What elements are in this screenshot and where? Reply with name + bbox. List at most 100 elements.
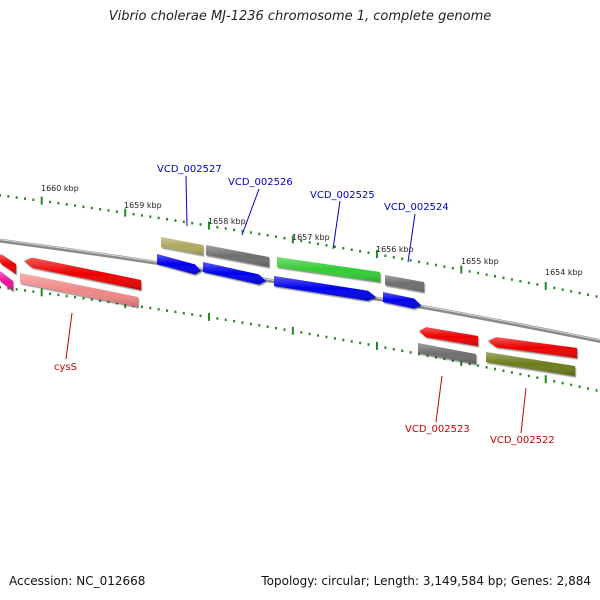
gene-label-cyss[interactable]: cysS xyxy=(54,362,77,373)
minor-tick xyxy=(0,194,1,197)
major-tick xyxy=(124,208,127,217)
minor-tick xyxy=(74,295,77,299)
minor-tick xyxy=(174,310,177,314)
minor-tick xyxy=(519,372,522,376)
feature-shine xyxy=(486,352,575,376)
tick-label-1660: 1660 kbp xyxy=(41,184,79,193)
feature-shine xyxy=(385,275,424,292)
accession-text: Accession: NC_012668 xyxy=(9,574,146,588)
minor-tick xyxy=(132,212,135,216)
feature-f9[interactable] xyxy=(277,257,380,282)
minor-tick xyxy=(536,376,539,379)
minor-tick xyxy=(57,201,60,205)
feature-f10[interactable] xyxy=(274,276,376,301)
minor-tick xyxy=(359,341,362,345)
minor-tick xyxy=(216,225,219,229)
gene-label-vcd-002523[interactable]: VCD_002523 xyxy=(405,424,470,435)
feature-shine xyxy=(203,262,266,285)
minor-tick xyxy=(350,248,353,251)
major-tick xyxy=(544,375,547,384)
feature-f8[interactable] xyxy=(203,262,266,285)
minor-tick xyxy=(157,308,160,311)
minor-tick xyxy=(384,346,387,349)
feature-f15[interactable] xyxy=(488,337,577,358)
feature-f16[interactable] xyxy=(486,352,575,376)
minor-tick xyxy=(485,366,488,369)
leader-cyss xyxy=(65,312,73,360)
gene-label-vcd-002522[interactable]: VCD_002522 xyxy=(490,435,555,446)
minor-tick xyxy=(241,321,244,324)
minor-tick xyxy=(49,200,52,204)
minor-tick xyxy=(283,328,286,331)
feature-shine xyxy=(206,245,269,267)
minor-tick xyxy=(308,241,311,244)
minor-tick xyxy=(149,306,152,310)
feature-f7[interactable] xyxy=(206,245,269,267)
minor-tick xyxy=(342,247,345,250)
gene-label-vcd-002524[interactable]: VCD_002524 xyxy=(384,202,449,213)
feature-f5[interactable] xyxy=(161,237,203,255)
minor-tick xyxy=(595,389,598,392)
minor-tick xyxy=(401,257,404,261)
minor-tick xyxy=(166,217,169,221)
minor-tick xyxy=(468,362,471,366)
minor-tick xyxy=(570,383,573,387)
minor-tick xyxy=(7,195,10,198)
minor-tick xyxy=(317,334,320,337)
tick-label-1656: 1656 kbp xyxy=(376,245,414,254)
tick-label-1658: 1658 kbp xyxy=(208,217,246,226)
minor-tick xyxy=(74,204,77,207)
gene-label-vcd-002526[interactable]: VCD_002526 xyxy=(228,177,293,188)
minor-tick xyxy=(258,232,261,236)
feature-shine xyxy=(274,276,376,301)
feature-f6[interactable] xyxy=(157,254,201,275)
minor-tick xyxy=(24,197,27,200)
feature-shine xyxy=(383,292,421,309)
minor-tick xyxy=(199,314,202,318)
minor-tick xyxy=(333,337,336,340)
minor-tick xyxy=(350,340,353,343)
feature-f12[interactable] xyxy=(383,292,421,309)
minor-tick xyxy=(182,311,185,315)
minor-tick xyxy=(367,343,370,346)
gene-label-vcd-002525[interactable]: VCD_002525 xyxy=(310,190,375,201)
minor-tick xyxy=(241,229,244,233)
minor-tick xyxy=(587,293,590,297)
minor-tick xyxy=(553,286,556,290)
minor-tick xyxy=(359,249,362,253)
feature-f1[interactable] xyxy=(0,254,16,274)
minor-tick xyxy=(258,324,261,327)
minor-tick xyxy=(333,245,336,249)
minor-tick xyxy=(65,294,68,298)
leader-vcd-002524 xyxy=(407,213,416,263)
feature-f2[interactable] xyxy=(0,271,13,291)
feature-f4[interactable] xyxy=(20,273,138,307)
minor-tick xyxy=(32,198,35,202)
feature-f14[interactable] xyxy=(418,343,476,364)
minor-tick xyxy=(191,221,194,225)
feature-f3[interactable] xyxy=(24,257,141,290)
leader-vcd-002525 xyxy=(332,200,341,250)
minor-tick xyxy=(578,385,581,388)
minor-tick xyxy=(443,265,446,268)
minor-tick xyxy=(82,205,85,209)
minor-tick xyxy=(317,242,320,246)
minor-tick xyxy=(149,215,152,218)
gene-label-vcd-002527[interactable]: VCD_002527 xyxy=(157,164,222,175)
minor-tick xyxy=(174,219,177,222)
minor-tick xyxy=(325,244,328,247)
minor-tick xyxy=(477,364,480,367)
minor-tick xyxy=(494,274,497,278)
minor-tick xyxy=(477,271,480,275)
minor-tick xyxy=(485,273,488,276)
minor-tick xyxy=(510,278,513,281)
feature-f13[interactable] xyxy=(419,327,478,346)
minor-tick xyxy=(342,338,345,342)
feature-f11[interactable] xyxy=(385,275,424,292)
minor-tick xyxy=(99,207,102,211)
minor-tick xyxy=(115,210,118,213)
major-tick xyxy=(40,196,43,205)
minor-tick xyxy=(233,228,236,232)
minor-tick xyxy=(275,326,278,330)
leader-vcd-002526 xyxy=(241,188,260,236)
